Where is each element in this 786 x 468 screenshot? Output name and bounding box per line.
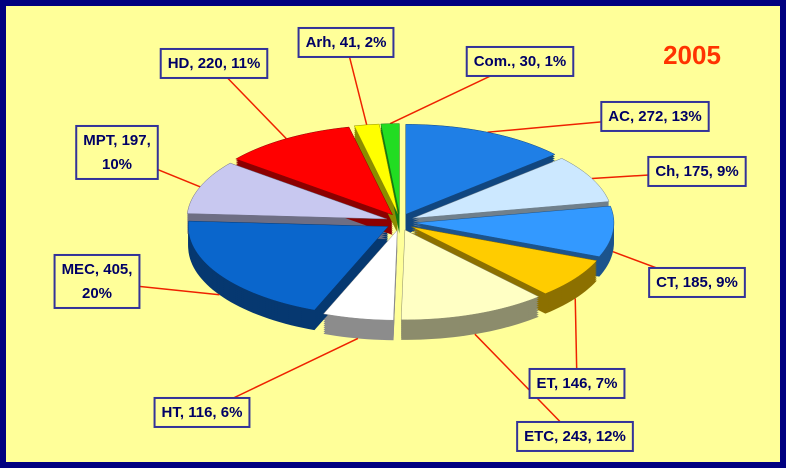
slice — [380, 123, 400, 214]
label-box — [297, 26, 395, 58]
label-line: MPT, 197, — [83, 132, 151, 149]
slice — [411, 226, 598, 294]
data-label-text: HD, 220, 11% — [168, 55, 261, 72]
data-label-text: CT, 185, 9% — [656, 274, 738, 291]
data-label-text: ET, 146, 7% — [537, 375, 618, 392]
data-label-text: Ch, 175, 9% — [655, 163, 738, 180]
slice-side — [354, 134, 398, 224]
slice-side — [354, 128, 398, 218]
data-label-text: Com., 30, 1% — [474, 53, 567, 70]
leader-line — [474, 333, 576, 438]
label-line: MEC, 405, — [62, 261, 133, 278]
data-label: CT, 185, 9% — [648, 266, 746, 298]
data-label-text: MEC, 405, 20% — [62, 261, 133, 302]
data-label-text: AC, 272, 13% — [608, 108, 701, 125]
data-label: MEC, 405, 20% — [53, 253, 141, 309]
slice-side — [354, 130, 398, 220]
label-box — [647, 155, 747, 187]
data-label-text: ETC, 243, 12% — [524, 428, 626, 445]
data-label: ETC, 243, 12% — [516, 420, 634, 452]
slice-tops — [186, 123, 615, 321]
data-label: MPT, 197, 10% — [75, 124, 159, 180]
slice — [187, 220, 389, 311]
label-box — [516, 420, 634, 452]
data-label-text: MPT, 197, 10% — [83, 132, 151, 173]
slice-side — [354, 126, 398, 216]
data-label: Com., 30, 1% — [465, 45, 575, 77]
data-label: ET, 146, 7% — [528, 367, 626, 399]
slice — [400, 229, 540, 321]
label-box — [53, 253, 141, 309]
label-box — [648, 266, 746, 298]
data-label-text: HT, 116, 6% — [162, 404, 243, 421]
label-box — [159, 47, 269, 79]
slice — [323, 229, 398, 321]
slice-side — [354, 132, 398, 222]
data-label-text: Arh, 41, 2% — [306, 34, 387, 51]
label-box — [600, 100, 710, 132]
slice — [405, 124, 556, 215]
label-box — [528, 367, 626, 399]
slice — [412, 158, 610, 219]
slice — [235, 126, 394, 216]
labels: AC, 272, 13% Ch, 175, 9% CT, 185, 9% ET, 14… — [53, 26, 747, 452]
label-box — [153, 396, 251, 428]
slice — [353, 123, 399, 214]
data-label: Arh, 41, 2% — [297, 26, 395, 58]
data-label: Ch, 175, 9% — [647, 155, 747, 187]
label-box — [465, 45, 575, 77]
data-label: AC, 272, 13% — [600, 100, 710, 132]
label-line: 20% — [82, 285, 112, 302]
label-line: 10% — [102, 156, 132, 173]
data-label: HD, 220, 11% — [159, 47, 269, 79]
slice — [186, 162, 388, 220]
slice — [413, 205, 615, 257]
label-box — [75, 124, 159, 180]
data-label: HT, 116, 6% — [153, 396, 251, 428]
chart-title: 2005 — [663, 40, 721, 70]
plot-background — [6, 6, 780, 462]
